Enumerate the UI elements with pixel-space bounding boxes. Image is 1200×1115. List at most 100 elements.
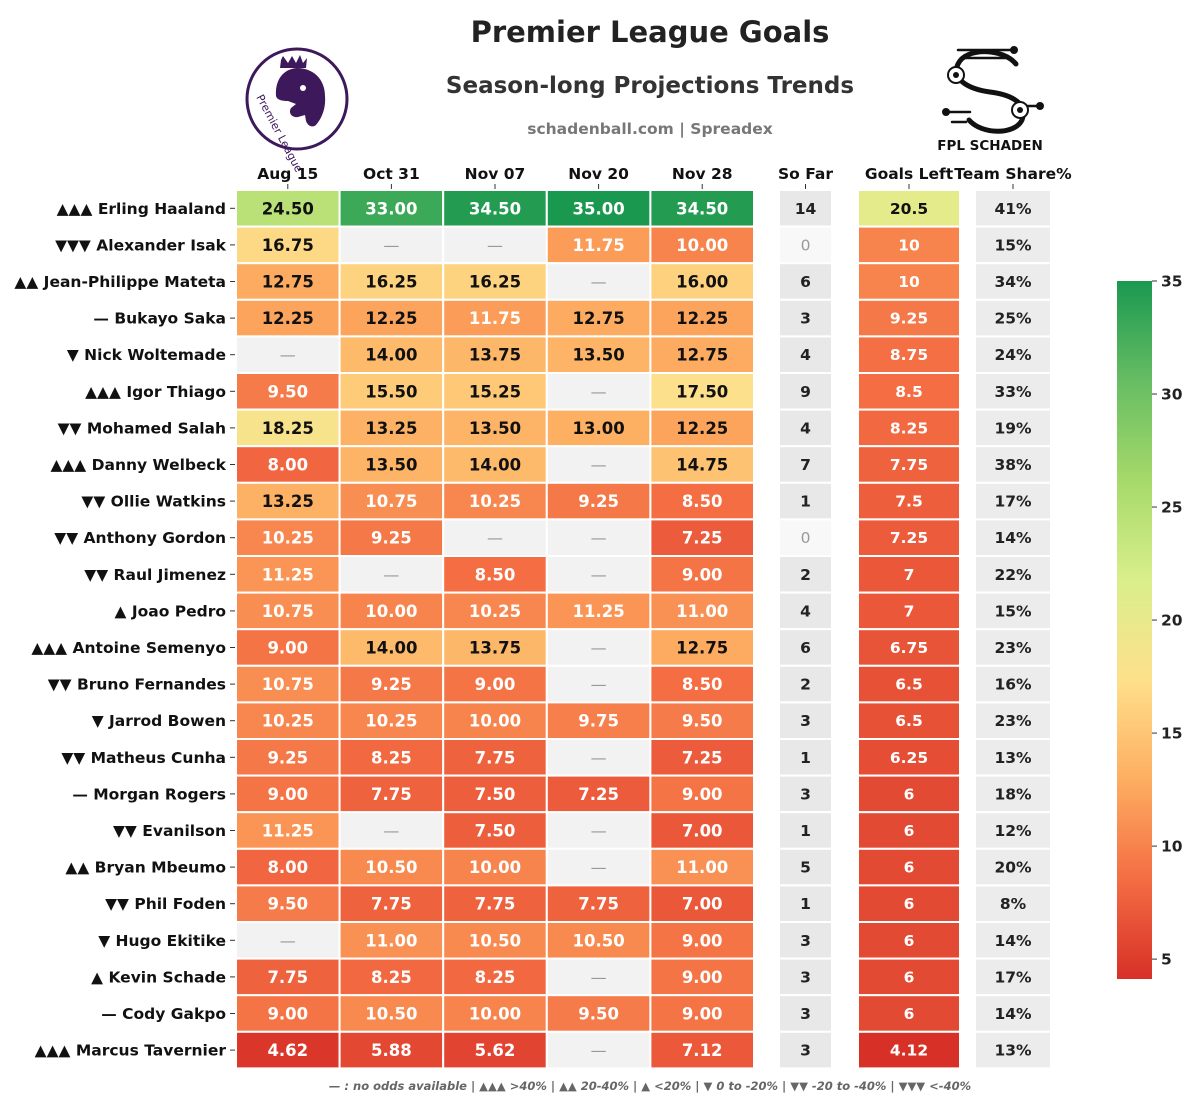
trend-indicator: ▼▼ — [113, 822, 142, 840]
player-name: Erling Haaland — [98, 200, 226, 218]
chart-subtitle: Season-long Projections Trends — [446, 73, 854, 99]
player-name: Matheus Cunha — [91, 749, 226, 767]
cell-value-label: 12.75 — [676, 346, 728, 365]
team-share-value: 17% — [994, 968, 1032, 986]
cell-value-label: 17.50 — [676, 382, 728, 401]
heatmap-cell — [235, 957, 341, 997]
team-share-value: 17% — [994, 493, 1032, 511]
cell-value-label: 13.50 — [572, 346, 624, 365]
player-label: ▼ Nick Woltemade — [67, 346, 226, 364]
so-far-value: 1 — [800, 493, 811, 511]
player-name: Hugo Ekitike — [116, 932, 226, 950]
heatmap-cell — [649, 628, 756, 667]
cell-value-label: 35.00 — [572, 199, 624, 218]
team-share-cell — [974, 262, 1052, 301]
heatmap-cell — [442, 189, 548, 228]
team-share-value: 12% — [994, 822, 1032, 840]
cell-value-label: 7.50 — [475, 785, 516, 804]
team-share-value: 20% — [994, 859, 1032, 877]
missing-value-label: — — [591, 1041, 607, 1060]
heatmap-cell — [649, 518, 756, 558]
missing-value-label: — — [591, 456, 607, 475]
cell-value-label: 9.25 — [371, 675, 412, 694]
cell-value-label: 14.00 — [469, 456, 521, 475]
cell-value-label: 10.50 — [469, 931, 521, 950]
player-name: Jarrod Bowen — [108, 712, 226, 730]
player-label: ▲▲ Bryan Mbeumo — [65, 859, 226, 877]
player-label: ▲ Kevin Schade — [91, 968, 226, 986]
cell-value-label: 9.75 — [578, 712, 619, 731]
trend-indicator: ▼▼ — [105, 895, 134, 913]
so-far-cell — [778, 847, 833, 887]
team-share-value: 8% — [1000, 895, 1027, 913]
cell-value-label: 9.00 — [682, 1005, 723, 1024]
goals-left-value: 7.5 — [895, 493, 922, 511]
player-label: ▲▲▲ Igor Thiago — [85, 383, 226, 401]
player-name: Joao Pedro — [131, 602, 226, 620]
missing-value-label: — — [487, 529, 503, 548]
so-far-value: 7 — [800, 456, 811, 474]
colorbar-tick-label: 10 — [1161, 838, 1183, 856]
cell-value-label: 11.25 — [572, 602, 624, 621]
so-far-value: 6 — [800, 639, 811, 657]
goals-left-cell — [857, 628, 961, 667]
team-share-value: 33% — [994, 383, 1032, 401]
goals-left-cell — [857, 408, 961, 448]
trend-indicator: ▲ — [91, 968, 108, 986]
so-far-cell — [778, 738, 833, 777]
heatmap-cell — [235, 555, 341, 594]
heatmap-cell — [649, 738, 756, 777]
heatmap-cell — [235, 884, 341, 924]
goals-left-value: 7.75 — [890, 456, 928, 474]
player-name: Bruno Fernandes — [77, 676, 226, 694]
goals-left-value: 8.5 — [895, 383, 922, 401]
so-far-value: 4 — [800, 346, 811, 364]
goals-left-value: 20.5 — [890, 200, 928, 218]
so-far-value: 1 — [800, 749, 811, 767]
goals-left-value: 6 — [904, 1005, 915, 1023]
player-label: — Bukayo Saka — [93, 310, 226, 328]
so-far-cell — [778, 921, 833, 960]
cell-value-label: 8.50 — [682, 492, 723, 511]
goals-left-value: 8.25 — [890, 419, 928, 437]
cell-value-label: 8.50 — [682, 675, 723, 694]
cell-value-label: 12.25 — [676, 309, 728, 328]
player-name: Ollie Watkins — [111, 493, 226, 511]
player-name: Phil Foden — [134, 895, 226, 913]
goals-left-cell — [857, 372, 961, 411]
cell-value-label: 18.25 — [262, 419, 314, 438]
player-label: ▼ Hugo Ekitike — [98, 932, 226, 950]
heatmap-cell — [235, 628, 341, 667]
player-label: ▼▼ Anthony Gordon — [54, 529, 226, 547]
football-icon — [947, 66, 965, 84]
trend-indicator: ▼▼ — [48, 676, 77, 694]
team-share-cell — [974, 225, 1052, 265]
heatmap-cell — [442, 884, 548, 924]
column-header: Nov 28 — [672, 165, 733, 183]
cell-value-label: 8.25 — [371, 748, 412, 767]
column-headers: Aug 15 Oct 31 Nov 07 Nov 20 Nov 28 — [257, 165, 733, 190]
player-labels: ▲▲▲ Erling Haaland▼▼▼ Alexander Isak▲▲ J… — [14, 200, 236, 1060]
player-label: ▼ Jarrod Bowen — [92, 712, 226, 730]
trend-indicator: ▼▼ — [81, 493, 110, 511]
player-name: Kevin Schade — [108, 968, 226, 986]
colorbar-tick-label: 15 — [1161, 725, 1183, 743]
cell-value-label: 8.25 — [371, 968, 412, 987]
heatmap-cell — [442, 518, 548, 558]
cell-value-label: 10.00 — [676, 236, 728, 255]
missing-value-label: — — [280, 931, 296, 950]
summary-cells: 14 20.5 41%0 10 15%6 10 34%3 9.25 25%4 8.75 24%9 8.… — [778, 189, 1052, 1070]
player-name: Danny Welbeck — [92, 456, 227, 474]
heatmap-cell — [649, 372, 756, 411]
cell-value-label: 7.75 — [578, 895, 619, 914]
so-far-value: 14 — [795, 200, 817, 218]
so-far-cell — [778, 1030, 833, 1070]
trend-indicator: — — [93, 310, 114, 328]
cell-value-label: 33.00 — [365, 199, 417, 218]
heatmap-cell — [649, 408, 756, 448]
cell-value-label: 9.00 — [682, 931, 723, 950]
so-far-value: 4 — [800, 602, 811, 620]
trend-indicator: ▲▲ — [65, 859, 94, 877]
team-share-value: 38% — [994, 456, 1032, 474]
